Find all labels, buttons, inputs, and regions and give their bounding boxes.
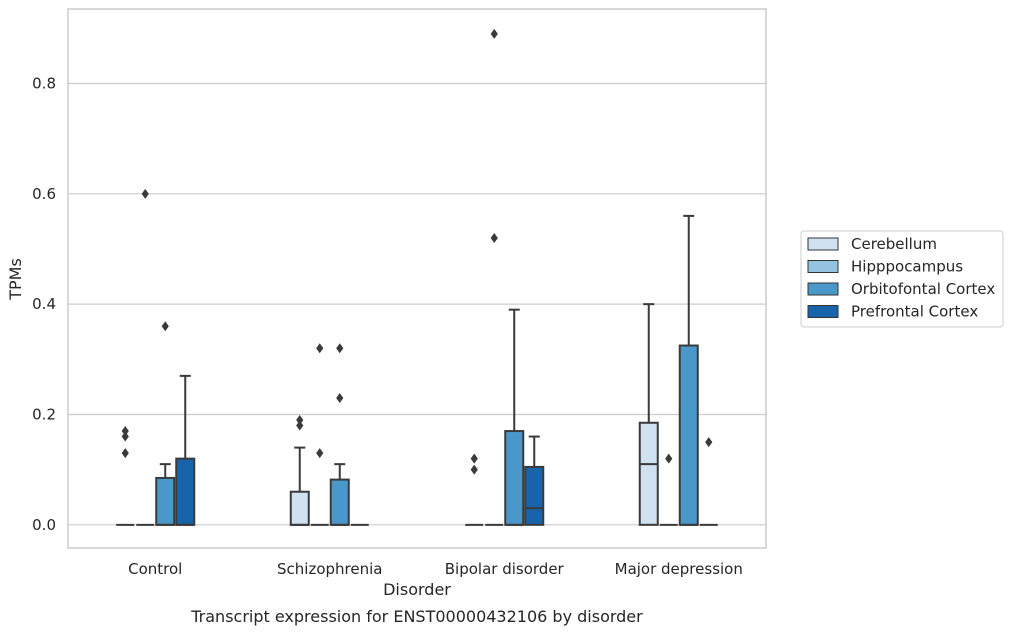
y-tick-label: 0.6: [32, 185, 56, 203]
y-tick-label: 0.0: [32, 516, 56, 534]
x-tick-labels: Control Schizophrenia Bipolar disorder Majo…: [128, 560, 743, 578]
box-group: [175, 374, 196, 526]
outlier-point: [121, 426, 129, 437]
outlier-point: [296, 415, 304, 426]
legend-label: Orbitofontal Cortex: [851, 280, 995, 298]
box-groups: [116, 28, 718, 526]
figure-caption: Transcript expression for ENST0000043210…: [190, 607, 643, 626]
box: [678, 344, 699, 526]
outlier-point: [490, 232, 498, 243]
plot-frame: [67, 8, 767, 549]
box-group: [310, 343, 329, 526]
box: [329, 478, 350, 526]
box-group: [155, 321, 176, 526]
x-tick-label: Bipolar disorder: [445, 560, 565, 578]
legend-swatch: [807, 260, 839, 273]
legend-swatch: [807, 305, 839, 318]
outlier-point: [336, 343, 344, 354]
box: [289, 490, 310, 526]
y-tick-label: 0.2: [32, 405, 56, 423]
box-group: [289, 415, 310, 526]
box-group: [524, 435, 545, 526]
outlier-point: [296, 420, 304, 431]
outlier-point: [336, 392, 344, 403]
outlier-point: [121, 448, 129, 459]
box-group: [136, 188, 155, 526]
y-tick-labels: 0.0 0.2 0.4 0.6 0.8: [32, 74, 56, 533]
legend-label: Hipppocampus: [851, 258, 963, 276]
plot-area: [68, 9, 766, 548]
x-tick-label: Control: [128, 560, 182, 578]
x-tick-label: Major depression: [615, 560, 743, 578]
box: [155, 476, 176, 526]
box-group: [329, 343, 350, 526]
outlier-point: [161, 321, 169, 332]
outlier-point: [141, 188, 149, 199]
legend-frame: [800, 230, 1004, 328]
box-group: [485, 28, 504, 526]
box-group: [659, 453, 678, 526]
outlier-point: [490, 28, 498, 39]
box-group: [504, 308, 525, 526]
box-group: [116, 426, 135, 526]
box: [638, 421, 659, 526]
outlier-point: [705, 437, 713, 448]
legend-swatch: [807, 237, 839, 251]
outlier-point: [470, 453, 478, 464]
y-tick-label: 0.8: [32, 74, 56, 92]
y-axis-title: TPMs: [6, 258, 25, 301]
box-group: [465, 453, 484, 526]
x-axis-title: Disorder: [383, 580, 451, 599]
legend-label: Prefrontal Cortex: [851, 303, 978, 321]
outlier-point: [665, 453, 673, 464]
box-group: [699, 437, 718, 526]
x-tick-label: Schizophrenia: [277, 560, 382, 578]
outlier-point: [121, 431, 129, 442]
box-group: [678, 214, 699, 526]
outlier-point: [470, 464, 478, 475]
outlier-point: [316, 448, 324, 459]
box: [524, 465, 545, 526]
box: [175, 457, 196, 526]
box-group: [638, 303, 659, 526]
outlier-point: [316, 343, 324, 354]
legend-swatch: [807, 282, 839, 296]
y-tick-label: 0.4: [32, 295, 56, 313]
legend-label: Cerebellum: [851, 235, 937, 253]
legend: Cerebellum Hipppocampus Orbitofontal Corte…: [800, 230, 1004, 328]
box: [504, 430, 525, 526]
